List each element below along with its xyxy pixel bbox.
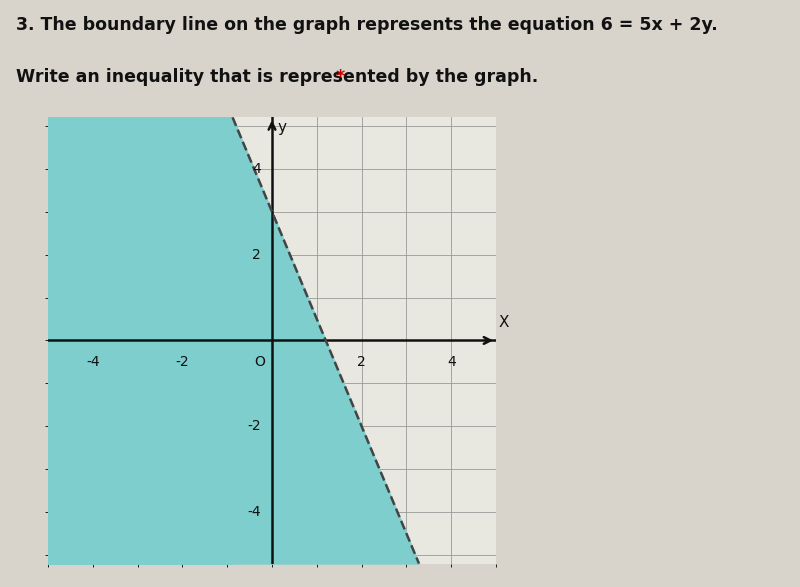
Text: 2: 2 bbox=[252, 248, 261, 262]
Text: -4: -4 bbox=[247, 505, 261, 519]
Text: -2: -2 bbox=[247, 419, 261, 433]
Text: 4: 4 bbox=[252, 162, 261, 176]
Text: y: y bbox=[278, 120, 286, 134]
Text: 2: 2 bbox=[358, 356, 366, 369]
Text: O: O bbox=[254, 356, 266, 369]
Text: 4: 4 bbox=[447, 356, 455, 369]
Text: Write an inequality that is represented by the graph.: Write an inequality that is represented … bbox=[16, 68, 538, 86]
Text: 3. The boundary line on the graph represents the equation 6 = 5x + 2y.: 3. The boundary line on the graph repres… bbox=[16, 16, 718, 35]
Text: -4: -4 bbox=[86, 356, 100, 369]
Text: X: X bbox=[498, 315, 509, 330]
Text: *: * bbox=[330, 68, 346, 86]
Text: -2: -2 bbox=[175, 356, 190, 369]
